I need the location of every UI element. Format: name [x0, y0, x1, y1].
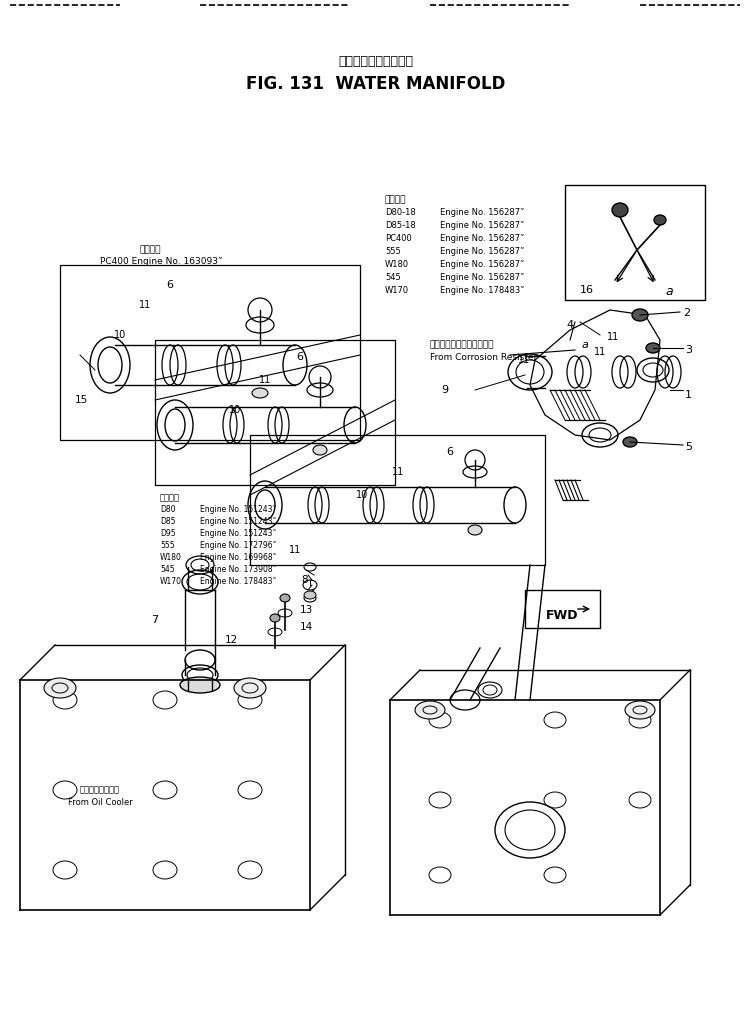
- Text: D80-18: D80-18: [385, 208, 416, 217]
- Ellipse shape: [415, 701, 445, 719]
- Text: Engine No. 151243˜: Engine No. 151243˜: [200, 505, 276, 514]
- Text: 2: 2: [683, 308, 691, 318]
- Text: Engine No. 178483˜: Engine No. 178483˜: [200, 577, 276, 586]
- Bar: [60, 265, 360, 440]
- Text: 1: 1: [685, 390, 692, 400]
- Text: Engine No. 156287˜: Engine No. 156287˜: [440, 273, 524, 282]
- Text: Engine No. 156287˜: Engine No. 156287˜: [440, 221, 524, 230]
- Polygon shape: [530, 310, 660, 440]
- Text: D95: D95: [160, 529, 175, 538]
- Bar: [155, 340, 395, 485]
- Text: 8: 8: [302, 575, 308, 585]
- Text: Engine No. 151243˜: Engine No. 151243˜: [200, 517, 276, 526]
- Text: W180: W180: [385, 260, 409, 269]
- Ellipse shape: [280, 594, 290, 602]
- Text: D85: D85: [160, 517, 175, 526]
- Text: Engine No. 151243˜: Engine No. 151243˜: [200, 529, 276, 538]
- Bar: [565, 185, 705, 300]
- Text: Engine No. 156287˜: Engine No. 156287˜: [440, 234, 524, 243]
- Text: From Corrosion Resister: From Corrosion Resister: [430, 353, 537, 362]
- Text: Engine No. 156287˜: Engine No. 156287˜: [440, 247, 524, 256]
- Text: 6: 6: [447, 447, 453, 457]
- Text: 11: 11: [289, 545, 301, 555]
- Text: 9: 9: [441, 386, 449, 395]
- Text: 16: 16: [580, 285, 594, 295]
- Ellipse shape: [612, 203, 628, 217]
- Text: 11: 11: [594, 347, 606, 357]
- Text: W170: W170: [385, 286, 409, 295]
- Text: 555: 555: [160, 541, 175, 550]
- Text: 11: 11: [518, 355, 530, 365]
- Text: 適用号等: 適用号等: [385, 195, 407, 204]
- Text: 12: 12: [225, 635, 238, 645]
- Text: 適用号等: 適用号等: [140, 245, 161, 254]
- Text: W180: W180: [160, 553, 182, 562]
- Text: 545: 545: [160, 565, 175, 574]
- Text: Engine No. 169968˜: Engine No. 169968˜: [200, 553, 276, 562]
- Text: 11: 11: [607, 332, 619, 342]
- Ellipse shape: [313, 445, 327, 455]
- Text: 6: 6: [297, 352, 303, 362]
- Text: 11: 11: [139, 300, 151, 310]
- Text: D80: D80: [160, 505, 175, 514]
- Text: From Oil Cooler: From Oil Cooler: [68, 798, 133, 807]
- Text: 5: 5: [685, 442, 692, 452]
- Text: D85-18: D85-18: [385, 221, 416, 230]
- Text: 13: 13: [300, 605, 313, 615]
- Text: Engine No. 172796˜: Engine No. 172796˜: [200, 541, 276, 550]
- Ellipse shape: [252, 388, 268, 398]
- Ellipse shape: [654, 215, 666, 225]
- Ellipse shape: [632, 309, 648, 321]
- Ellipse shape: [623, 437, 637, 447]
- Text: 15: 15: [75, 395, 88, 405]
- Text: FIG. 131  WATER MANIFOLD: FIG. 131 WATER MANIFOLD: [246, 75, 506, 93]
- Text: 11: 11: [259, 375, 271, 386]
- Ellipse shape: [44, 678, 76, 698]
- Text: 545: 545: [385, 273, 401, 282]
- Text: 14: 14: [300, 622, 313, 632]
- Bar: [525, 590, 600, 628]
- Text: 7: 7: [151, 615, 159, 625]
- Text: Engine No. 173908˜: Engine No. 173908˜: [200, 565, 276, 574]
- Ellipse shape: [304, 591, 316, 599]
- Text: 10: 10: [229, 405, 241, 415]
- Text: PC400: PC400: [385, 234, 412, 243]
- Text: コロージョンレジスタから: コロージョンレジスタから: [430, 340, 495, 348]
- Text: 適用号等: 適用号等: [160, 493, 180, 502]
- Text: Engine No. 156287˜: Engine No. 156287˜: [440, 260, 524, 269]
- Text: PC400 Engine No. 163093˜: PC400 Engine No. 163093˜: [100, 257, 222, 266]
- Ellipse shape: [180, 677, 220, 693]
- Text: ウォータマニホールド: ウォータマニホールド: [339, 56, 413, 68]
- Text: FWD: FWD: [546, 609, 578, 622]
- Ellipse shape: [625, 701, 655, 719]
- Ellipse shape: [270, 614, 280, 622]
- Bar: [250, 435, 545, 565]
- Text: a: a: [665, 285, 672, 298]
- Ellipse shape: [646, 343, 660, 353]
- Text: 10: 10: [356, 490, 368, 500]
- Text: 555: 555: [385, 247, 401, 256]
- Text: 6: 6: [166, 280, 173, 290]
- Text: 4: 4: [566, 320, 574, 330]
- Text: 11: 11: [392, 467, 404, 477]
- Text: W170: W170: [160, 577, 182, 586]
- Text: 3: 3: [685, 345, 692, 355]
- Text: a: a: [581, 340, 588, 350]
- Ellipse shape: [234, 678, 266, 698]
- Ellipse shape: [468, 525, 482, 535]
- Text: 10: 10: [114, 330, 126, 340]
- Text: Engine No. 178483˜: Engine No. 178483˜: [440, 286, 525, 295]
- Text: オイルクーラから: オイルクーラから: [80, 785, 120, 794]
- Text: Engine No. 156287˜: Engine No. 156287˜: [440, 208, 524, 217]
